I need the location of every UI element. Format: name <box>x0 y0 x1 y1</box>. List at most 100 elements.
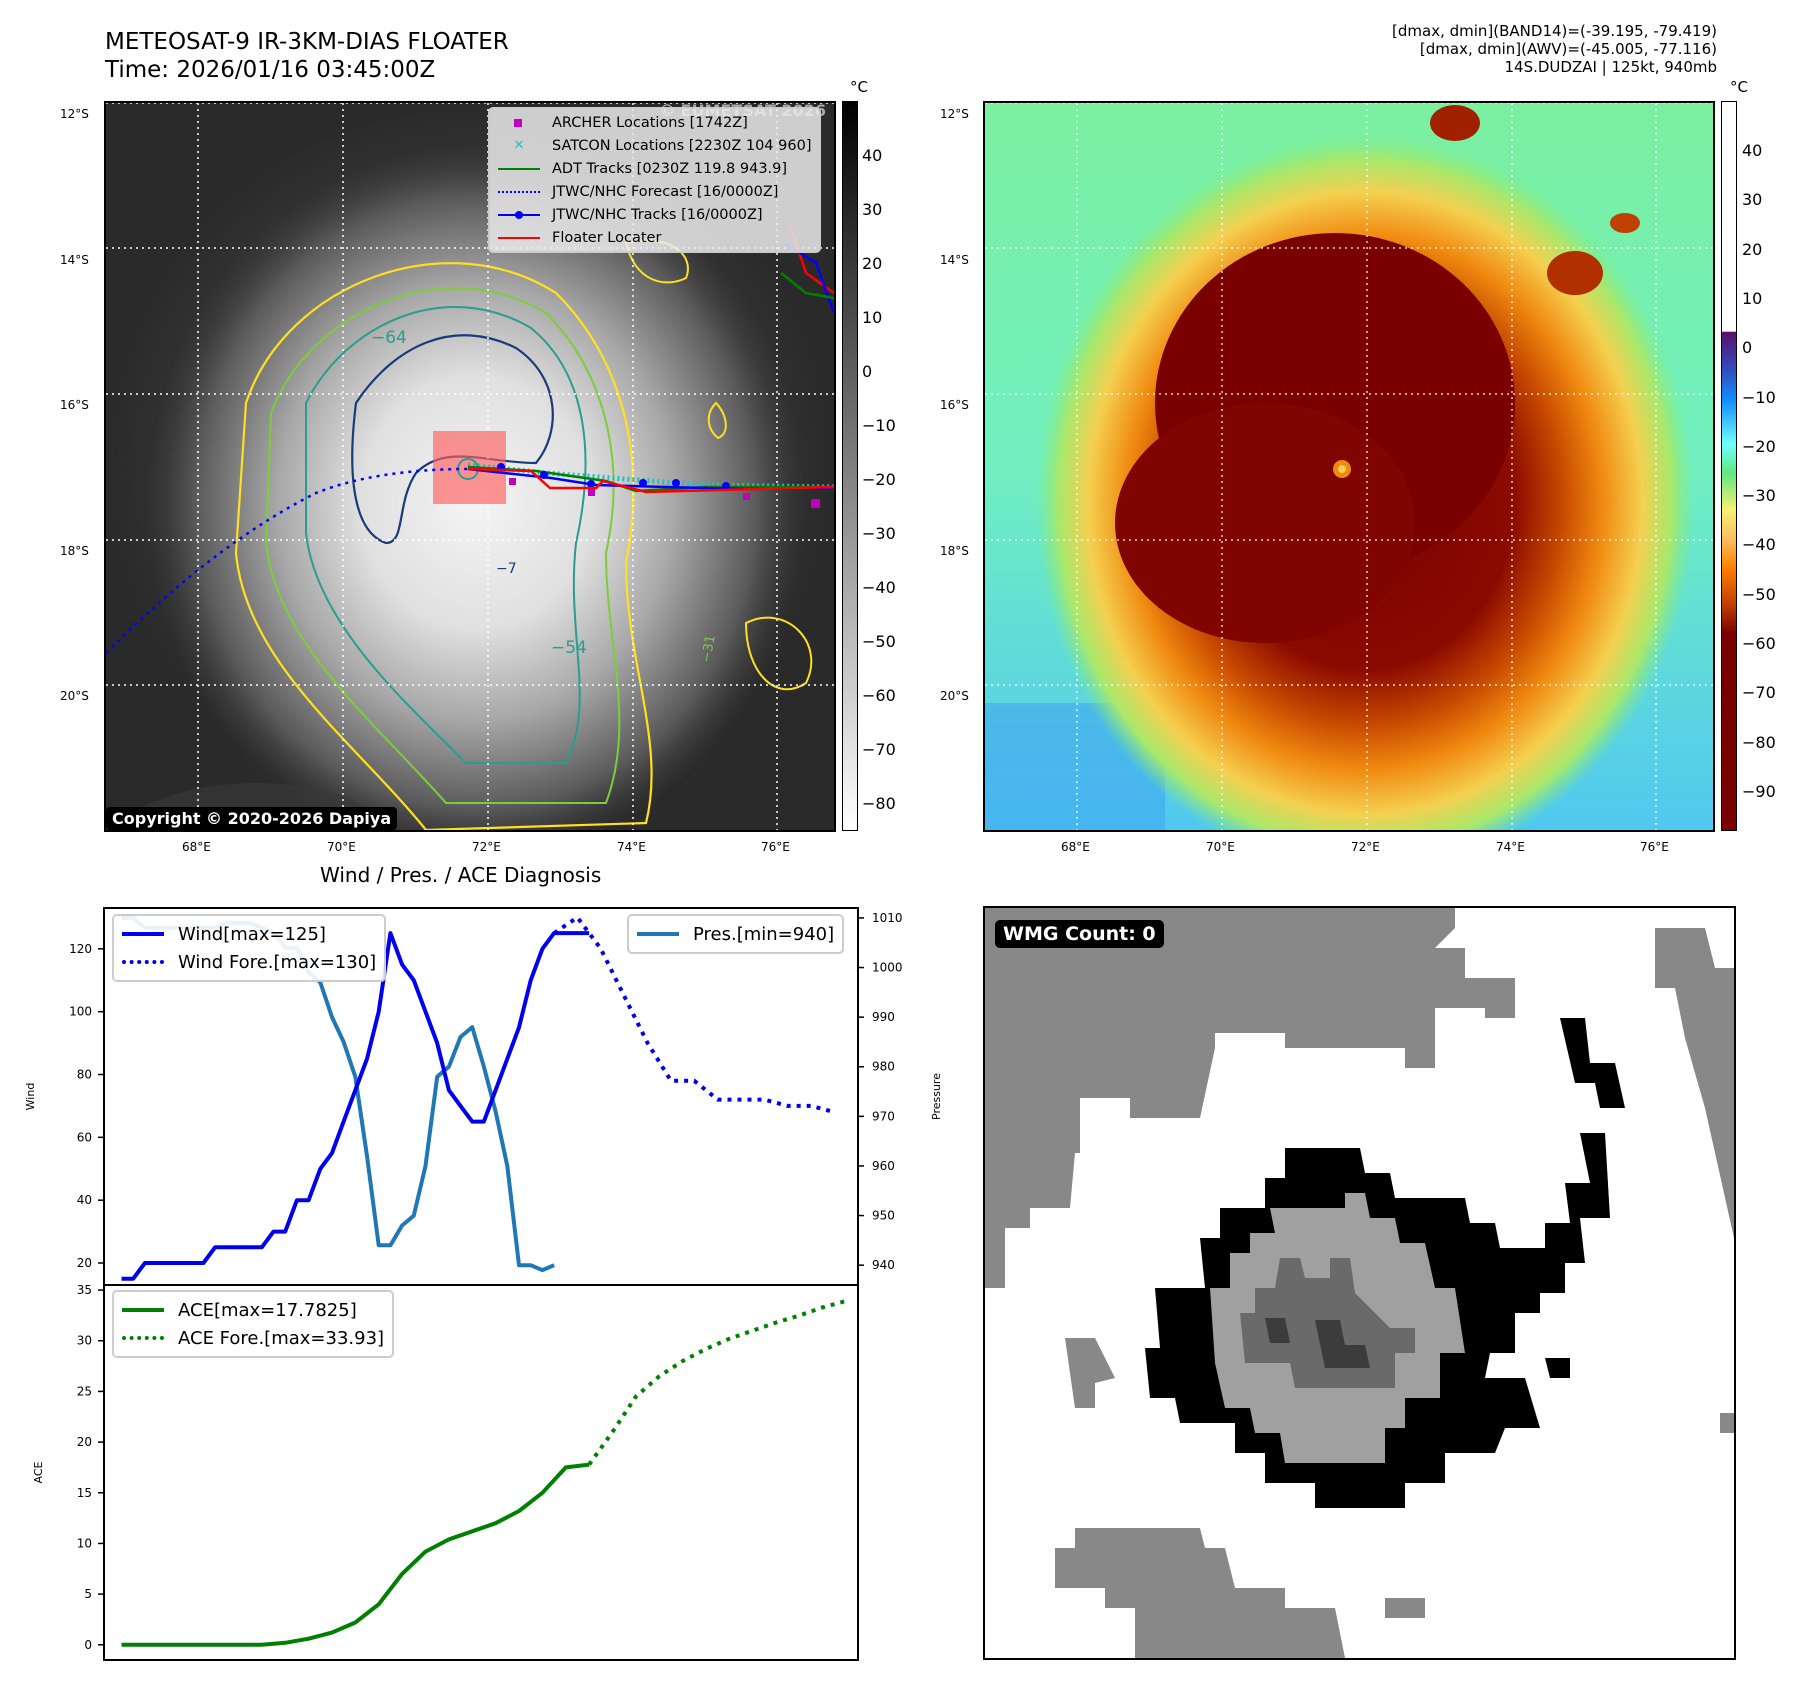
enhanced-colorbar-unit: °C <box>1730 78 1748 96</box>
info-band14: [dmax, dmin](BAND14)=(-39.195, -79.419) <box>1392 22 1717 40</box>
copyright-badge: Copyright © 2020-2026 Dapiya <box>106 807 398 830</box>
lat-tick: 12°S <box>940 107 969 121</box>
colorbar-tick: −80 <box>1742 732 1776 752</box>
wind-legend: Wind[max=125] Wind Fore.[max=130] <box>112 914 387 982</box>
colorbar-tick: −40 <box>1742 535 1776 555</box>
lat-tick: 16°S <box>60 398 89 412</box>
info-awv: [dmax, dmin](AWV)=(-45.005, -77.116) <box>1419 40 1717 58</box>
ace-y-tick-label: 30 <box>77 1334 92 1348</box>
lon-tick: 74°E <box>1496 840 1525 854</box>
legend-item-pressure: Pres.[min=940] <box>637 920 834 948</box>
pressure-y-tick-label: 970 <box>872 1109 895 1123</box>
pressure-y-tick-label: 940 <box>872 1258 895 1272</box>
contour-label: −31 <box>699 634 719 664</box>
lat-tick: 18°S <box>60 544 89 558</box>
legend-item-ace-forecast: ACE Fore.[max=33.93] <box>122 1324 384 1352</box>
colorbar-tick: −10 <box>862 416 896 435</box>
info-storm: 14S.DUDZAI | 125kt, 940mb <box>1504 58 1717 76</box>
enhanced-image-panel <box>983 101 1715 832</box>
colorbar-tick: 30 <box>862 200 883 219</box>
wmg-count-badge: WMG Count: 0 <box>995 920 1164 948</box>
legend-item-ace: ACE[max=17.7825] <box>122 1296 384 1324</box>
colorbar-tick: −30 <box>1742 486 1776 506</box>
ace-axes-frame <box>103 1284 859 1661</box>
wind-y-tick-label: 80 <box>77 1068 92 1082</box>
legend-item-satcon: ✕ SATCON Locations [2230Z 104 960] <box>513 137 812 154</box>
diagnosis-chart: 2040608010012094095096097098099010001010… <box>24 907 943 1661</box>
lon-tick: 70°E <box>327 840 356 854</box>
colorbar-tick: −70 <box>862 740 896 759</box>
enhanced-image <box>985 103 1713 830</box>
pressure-legend: Pres.[min=940] <box>627 914 845 954</box>
contour-label: −7 <box>496 561 517 577</box>
lon-tick: 70°E <box>1206 840 1235 854</box>
colorbar-tick: −20 <box>862 470 896 489</box>
colorbar-tick: 40 <box>862 146 883 165</box>
ir-colorbar-unit: °C <box>850 78 868 96</box>
lat-tick: 18°S <box>940 544 969 558</box>
archer-points <box>509 478 820 508</box>
lat-tick: 14°S <box>60 253 89 267</box>
map-gridlines <box>985 103 1713 830</box>
lat-tick: 12°S <box>60 107 89 121</box>
lon-tick: 68°E <box>1061 840 1090 854</box>
chart-timestamp: Time: 2026/01/16 03:45:00Z <box>105 57 436 83</box>
wind-y-tick-label: 60 <box>77 1130 92 1144</box>
wind-y-tick-label: 20 <box>77 1256 92 1270</box>
lon-tick: 74°E <box>617 840 646 854</box>
ace-y-tick-label: 35 <box>77 1283 92 1297</box>
contour-label: −64 <box>371 328 407 348</box>
enhanced-colorbar <box>1721 101 1737 831</box>
colorbar-tick: −70 <box>1742 683 1776 703</box>
ace-axis-label: ACE <box>32 1461 45 1483</box>
ir-image-panel: −64 −54 −7 −31 © EUMETSAT 2026 <box>104 101 836 832</box>
info-block: [dmax, dmin](BAND14)=(-39.195, -79.419) … <box>1217 22 1717 76</box>
legend-item-jtwc-forecast: JTWC/NHC Forecast [16/0000Z] <box>498 180 811 203</box>
wind-y-tick-label: 100 <box>69 1005 92 1019</box>
colorbar-tick: −60 <box>1742 634 1776 653</box>
colorbar-tick: 10 <box>1742 288 1763 308</box>
wmg-category-darkest <box>1265 1318 1370 1368</box>
wind-line <box>121 931 590 1281</box>
ace-legend: ACE[max=17.7825] ACE Fore.[max=33.93] <box>112 1290 395 1358</box>
colorbar-tick: −40 <box>862 578 896 597</box>
colorbar-tick: 40 <box>1742 141 1763 160</box>
wind-axis-label: Wind <box>24 1083 37 1111</box>
pressure-axis-label: Pressure <box>930 1073 943 1120</box>
ir-colorbar <box>842 101 858 831</box>
colorbar-tick: 0 <box>1742 338 1753 358</box>
ace-y-tick-label: 20 <box>77 1435 92 1449</box>
colorbar-tick: −50 <box>862 632 896 651</box>
legend-item-floater: Floater Locater <box>498 226 811 249</box>
lat-tick: 16°S <box>940 398 969 412</box>
pressure-y-tick-label: 980 <box>872 1060 895 1074</box>
lat-tick: 20°S <box>60 689 89 703</box>
ace-y-tick-label: 0 <box>84 1638 92 1652</box>
pressure-y-tick-label: 960 <box>872 1159 895 1173</box>
pressure-y-tick-label: 1000 <box>872 961 903 975</box>
lon-tick: 72°E <box>472 840 501 854</box>
colorbar-tick: 30 <box>1742 190 1763 210</box>
wind-y-tick-label: 40 <box>77 1193 92 1207</box>
legend-item-jtwc-tracks: JTWC/NHC Tracks [16/0000Z] <box>498 203 811 226</box>
ace-y-tick-label: 25 <box>77 1384 92 1398</box>
colorbar-tick: −90 <box>1742 781 1776 801</box>
chart-title: METEOSAT-9 IR-3KM-DIAS FLOATER <box>105 29 509 55</box>
lon-tick: 72°E <box>1351 840 1380 854</box>
colorbar-tick: −20 <box>1742 436 1776 456</box>
wind-y-tick-label: 120 <box>69 942 92 956</box>
lat-tick: 20°S <box>940 689 969 703</box>
colorbar-tick: −10 <box>1742 387 1776 407</box>
colorbar-tick: 0 <box>862 362 873 381</box>
pressure-y-tick-label: 990 <box>872 1010 895 1024</box>
lon-tick: 68°E <box>182 840 211 854</box>
colorbar-tick: −80 <box>862 794 896 813</box>
colorbar-tick: −60 <box>862 686 896 705</box>
ir-legend: ARCHER Locations [1742Z] ✕ SATCON Locati… <box>488 107 822 253</box>
ace-y-tick-label: 15 <box>77 1486 92 1500</box>
colorbar-tick: 20 <box>1742 239 1763 259</box>
legend-item-adt: ADT Tracks [0230Z 119.8 943.9] <box>498 157 811 180</box>
lat-tick: 14°S <box>940 253 969 267</box>
colorbar-tick: 10 <box>862 308 883 327</box>
wmg-image <box>985 908 1734 1658</box>
